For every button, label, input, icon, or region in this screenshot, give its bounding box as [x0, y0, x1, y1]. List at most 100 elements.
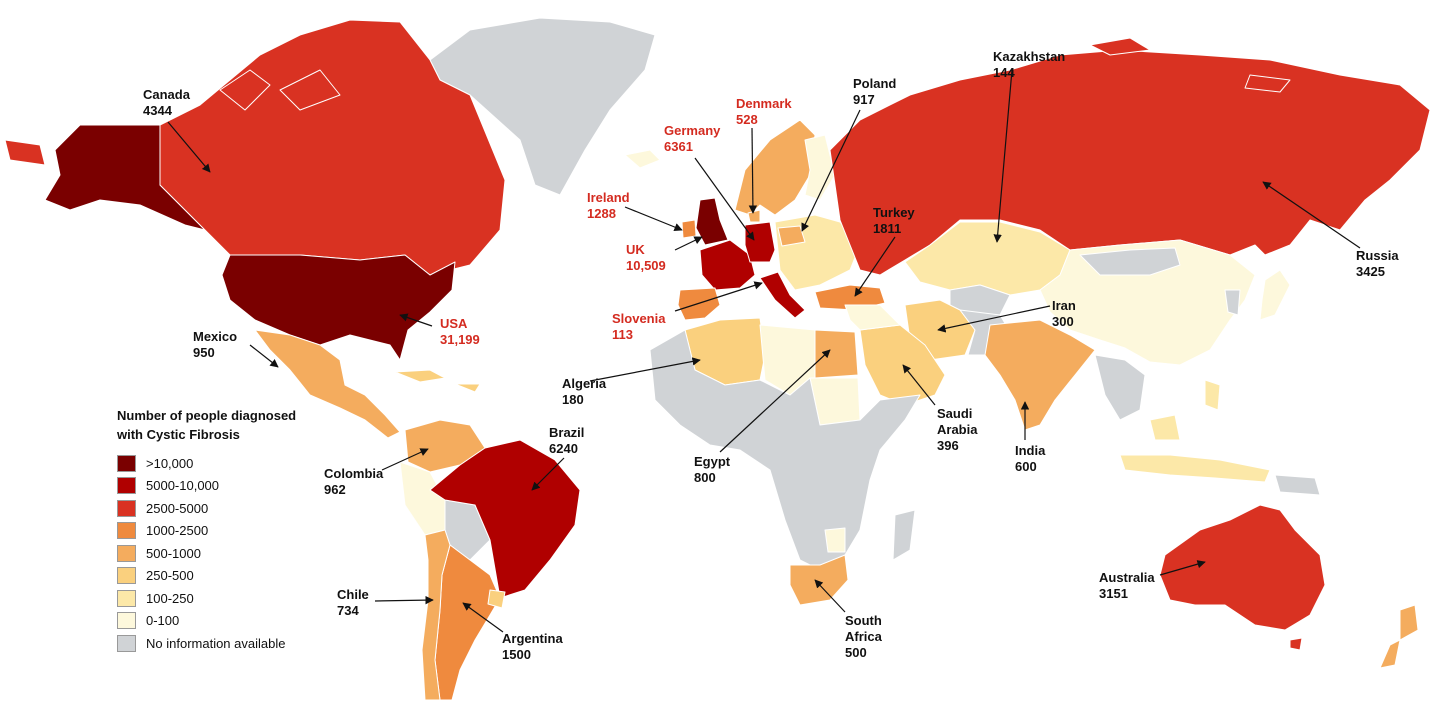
label-usa: USA 31,199 — [440, 316, 480, 348]
south-africa-name-2: Africa — [845, 629, 882, 644]
label-germany: Germany 6361 — [664, 123, 720, 155]
label-chile: Chile 734 — [337, 587, 369, 619]
poland-region — [777, 225, 806, 247]
algeria-name: Algeria — [562, 376, 607, 391]
iceland-region — [624, 149, 661, 169]
label-brazil: Brazil 6240 — [549, 425, 584, 457]
germany-name: Germany — [664, 123, 721, 138]
mexico-region — [254, 329, 401, 439]
saudi-arabia-arrow — [902, 364, 936, 406]
korea-region — [1224, 289, 1241, 316]
mexico-value: 950 — [193, 345, 215, 360]
saudi-arabia-name-2: Arabia — [937, 422, 978, 437]
indonesia-region — [1119, 414, 1271, 483]
ireland-arrow — [624, 206, 683, 232]
legend-swatch — [117, 544, 136, 562]
mexico-arrow — [249, 344, 279, 368]
legend-title-line1: Number of people diagnosed — [117, 408, 297, 423]
legend-item-label: 2500-5000 — [146, 500, 209, 516]
new-zealand-region — [1379, 604, 1419, 669]
brazil-name: Brazil — [549, 425, 585, 440]
middle-east-region — [844, 304, 901, 331]
australia-name: Australia — [1099, 570, 1155, 585]
legend-swatch — [117, 454, 136, 472]
papua-region — [1274, 474, 1321, 496]
label-ireland: Ireland 1288 — [587, 190, 630, 222]
legend-item: 250-500 — [117, 565, 347, 588]
legend-swatch — [117, 634, 136, 652]
canada-islands — [4, 69, 341, 166]
arctic-islands — [1089, 37, 1291, 93]
usa-region — [221, 254, 456, 361]
brazil-value: 6240 — [549, 441, 578, 456]
canada-value: 4344 — [143, 103, 172, 118]
australia-value: 3151 — [1099, 586, 1128, 601]
germany-arrow — [694, 157, 755, 241]
poland-arrow — [801, 109, 861, 232]
kazakhstan-name: Kazakhstan — [993, 49, 1066, 64]
mongolia-region — [1079, 247, 1181, 276]
legend-item-label: 100-250 — [146, 590, 194, 606]
canada-arrow — [167, 121, 211, 173]
india-region — [984, 319, 1096, 431]
mozambique-region — [824, 527, 846, 553]
india-value: 600 — [1015, 459, 1037, 474]
egypt-value: 800 — [694, 470, 716, 485]
turkey-name: Turkey — [873, 205, 915, 220]
egypt-arrow — [719, 349, 831, 453]
legend-item: 5000-10,000 — [117, 475, 347, 498]
label-india: India 600 — [1015, 443, 1045, 475]
egypt-name: Egypt — [694, 454, 731, 469]
scandinavia-region — [734, 119, 816, 216]
label-egypt: Egypt 800 — [694, 454, 730, 486]
label-turkey: Turkey 1811 — [873, 205, 915, 237]
south-africa-arrow — [814, 579, 846, 613]
russia-arrow — [1262, 181, 1361, 249]
legend-list: >10,000 5000-10,000 2500-5000 1000-2500 500-… — [117, 452, 347, 655]
argentina-value: 1500 — [502, 647, 531, 662]
label-colombia: Colombia 962 — [324, 466, 383, 498]
legend-item: 1000-2500 — [117, 520, 347, 543]
legend-item: 500-1000 — [117, 542, 347, 565]
leader-arrows — [167, 69, 1361, 633]
australia-region — [1159, 504, 1326, 631]
legend-item-label: 1000-2500 — [146, 523, 209, 539]
usa-value: 31,199 — [440, 332, 480, 347]
label-poland: Poland 917 — [853, 76, 896, 108]
germany-value: 6361 — [664, 139, 693, 154]
legend-item-label: 5000-10,000 — [146, 478, 220, 494]
denmark-value: 528 — [736, 112, 758, 127]
poland-name: Poland — [853, 76, 897, 91]
slovenia-name: Slovenia — [612, 311, 666, 326]
mexico-name: Mexico — [193, 329, 238, 344]
label-australia: Australia 3151 — [1099, 570, 1155, 602]
russia-name: Russia — [1356, 248, 1399, 263]
iran-value: 300 — [1052, 314, 1074, 329]
legend-title-line2: with Cystic Fibrosis — [117, 427, 240, 442]
uk-name: UK — [626, 242, 645, 257]
turkey-region — [814, 284, 886, 311]
southeast-asia-region — [1094, 354, 1146, 421]
ireland-name: Ireland — [587, 190, 630, 205]
saudi-arabia-name-1: Saudi — [937, 406, 973, 421]
legend-item-label: 0-100 — [146, 613, 180, 629]
label-iran: Iran 300 — [1052, 298, 1076, 330]
legend-item: 100-250 — [117, 587, 347, 610]
turkey-value: 1811 — [873, 221, 902, 236]
colombia-arrow — [381, 448, 429, 471]
algeria-value: 180 — [562, 392, 584, 407]
greenland-region — [429, 17, 656, 196]
west-africa-region — [649, 329, 921, 571]
chile-name: Chile — [337, 587, 369, 602]
usa-arrow — [399, 313, 433, 327]
philippines-region — [1204, 379, 1221, 411]
label-uk: UK 10,509 — [626, 242, 666, 274]
legend-item: 0-100 — [117, 610, 347, 633]
label-algeria: Algeria 180 — [562, 376, 606, 408]
legend-item-label: >10,000 — [146, 455, 194, 471]
france-region — [699, 239, 756, 291]
legend-item: >10,000 — [117, 452, 347, 475]
south-africa-value: 500 — [845, 645, 867, 660]
legend-swatch — [117, 499, 136, 517]
